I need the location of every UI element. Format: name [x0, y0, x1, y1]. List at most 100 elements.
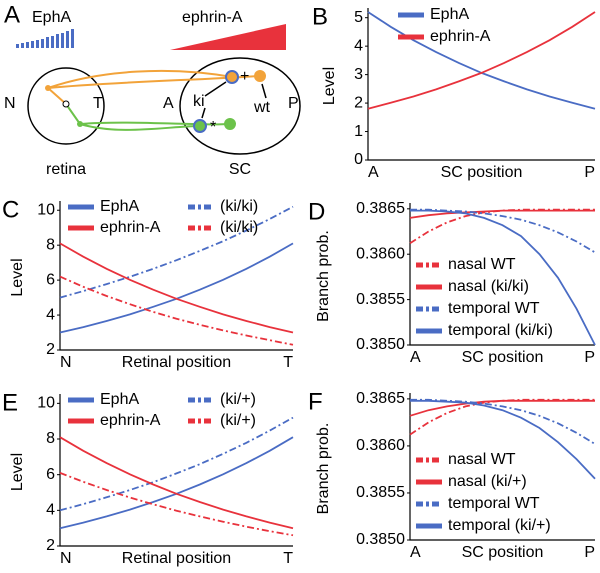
ephrin-gradient	[170, 24, 286, 50]
terminal	[193, 119, 207, 133]
series-line	[410, 208, 596, 254]
y-axis-label: Branch prob.	[315, 423, 332, 515]
epha-gradient	[16, 29, 74, 48]
legend-label: temporal (ki/+)	[448, 517, 551, 534]
legend-label: EphA	[100, 391, 139, 408]
y-tick-label: 6	[46, 466, 55, 483]
legend-label: temporal WT	[448, 495, 540, 512]
label: EphA	[32, 9, 71, 26]
legend-label: (ki/ki)	[220, 198, 258, 215]
x-tick-label: A	[410, 544, 421, 561]
panel-label: F	[308, 388, 323, 415]
x-tick-label: T	[283, 354, 293, 371]
x-tick-label: N	[60, 354, 72, 371]
x-tick-label: A	[368, 164, 379, 181]
label: P	[288, 95, 299, 112]
legend-label: temporal (ki/ki)	[448, 322, 553, 339]
x-tick-label: P	[584, 164, 595, 181]
terminal	[225, 70, 239, 84]
x-axis-label: Retinal position	[122, 354, 231, 371]
label: T	[93, 95, 103, 112]
x-tick-label: P	[584, 544, 595, 561]
y-tick-label: 0.3860	[356, 437, 405, 454]
series-line	[367, 11, 596, 110]
legend-label: (ki/ki)	[220, 219, 258, 236]
label: retina	[46, 161, 86, 178]
y-tick-label: 6	[46, 271, 55, 288]
y-tick-label: 0	[354, 151, 363, 168]
y-tick-label: 4	[354, 37, 363, 54]
arrows	[201, 81, 267, 119]
y-tick-label: 8	[46, 430, 55, 447]
y-tick-label: 5	[354, 9, 363, 26]
y-tick-label: 2	[354, 94, 363, 111]
y-tick-label: 8	[46, 236, 55, 253]
legend-label: nasal (ki/ki)	[448, 278, 529, 295]
y-tick-label: 3	[354, 66, 363, 83]
x-tick-label: A	[410, 349, 421, 366]
x-axis-label: Retinal position	[122, 550, 231, 567]
y-tick-label: 0.3860	[356, 245, 405, 262]
label: *	[210, 119, 216, 136]
label: N	[4, 95, 16, 112]
legend-label: (ki/+)	[220, 412, 256, 429]
y-tick-label: 10	[37, 201, 55, 218]
legend-label: ephrin-A	[100, 412, 161, 429]
label: ephrin-A	[182, 9, 243, 26]
series-line	[59, 242, 294, 334]
series-line	[367, 11, 596, 110]
y-tick-label: 1	[354, 123, 363, 140]
axon-temporal	[65, 103, 229, 131]
panel-label: B	[312, 3, 328, 30]
x-tick-label: P	[584, 349, 595, 366]
y-axis-label: Level	[321, 67, 338, 105]
y-tick-label: 2	[46, 537, 55, 554]
y-tick-label: 10	[37, 395, 55, 412]
label: wt	[253, 99, 271, 116]
axis	[59, 394, 293, 547]
y-axis-label: Level	[9, 453, 26, 491]
series-line	[59, 416, 294, 512]
panel-label: C	[2, 196, 19, 223]
series-line	[409, 398, 595, 436]
node	[77, 121, 83, 127]
x-axis-label: SC position	[462, 349, 544, 366]
legend-label: EphA	[100, 198, 139, 215]
panel-label: E	[2, 389, 18, 416]
series-line	[409, 209, 595, 219]
y-tick-label: 0.3855	[356, 484, 405, 501]
series-line	[410, 399, 596, 480]
series-line	[409, 399, 595, 417]
x-axis-label: SC position	[441, 164, 523, 181]
terminal	[254, 70, 266, 82]
series-line	[409, 208, 595, 245]
node	[45, 85, 51, 91]
y-tick-label: 0.3850	[356, 336, 405, 353]
terminal	[224, 118, 236, 130]
series-line	[59, 472, 294, 537]
y-tick-label: 4	[46, 306, 55, 323]
y-tick-label: 0.3865	[356, 200, 405, 217]
y-tick-label: 2	[46, 341, 55, 358]
x-axis-label: SC position	[462, 544, 544, 561]
label: ki	[193, 93, 205, 110]
series-line	[410, 209, 596, 346]
label: +	[240, 68, 249, 85]
label: A	[163, 95, 174, 112]
series-line	[59, 205, 294, 299]
y-tick-label: 0.3850	[356, 531, 405, 548]
y-axis-label: Level	[9, 258, 26, 296]
legend-label: EphA	[430, 6, 469, 23]
panel-label: D	[308, 198, 325, 225]
diagram: A EphA ephrin-A N T A P ki wt * + retina…	[4, 1, 301, 178]
y-tick-label: 0.3855	[356, 291, 405, 308]
panel-label: A	[4, 1, 20, 28]
x-tick-label: T	[283, 550, 293, 567]
legend-label: nasal WT	[448, 451, 516, 468]
y-axis-label: Branch prob.	[315, 230, 332, 322]
legend-label: (ki/+)	[220, 391, 256, 408]
legend-label: nasal WT	[448, 256, 516, 273]
legend-label: temporal WT	[448, 300, 540, 317]
y-tick-label: 4	[46, 502, 55, 519]
